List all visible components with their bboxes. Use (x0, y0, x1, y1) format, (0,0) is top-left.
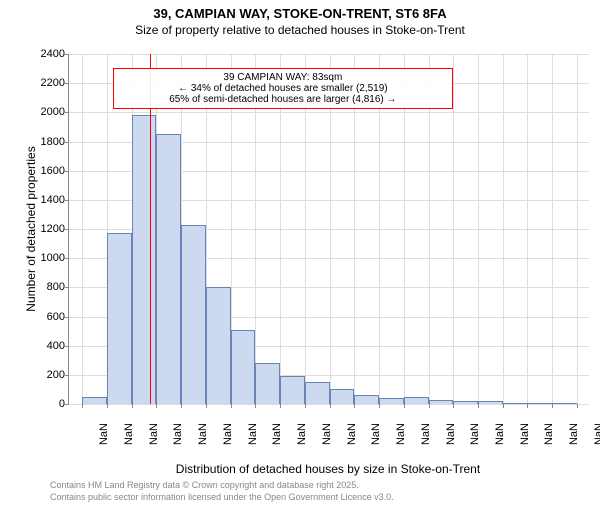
x-tick-label: NaN (148, 423, 160, 445)
y-axis-label: Number of detached properties (24, 54, 38, 404)
x-tick-label: NaN (593, 423, 600, 445)
x-tick-label: NaN (222, 423, 234, 445)
x-tick-label: NaN (172, 423, 184, 445)
x-axis-label: Distribution of detached houses by size … (68, 462, 588, 476)
y-tick-label: 2400 (41, 48, 65, 60)
gridline-v (527, 54, 528, 404)
annotation-line3: 65% of semi-detached houses are larger (… (122, 94, 444, 105)
y-tick-label: 600 (47, 311, 65, 323)
y-tick-label: 800 (47, 281, 65, 293)
histogram-bar (156, 134, 180, 404)
histogram-bar (206, 287, 230, 404)
x-tick-label: NaN (420, 423, 432, 445)
x-tick-label: NaN (197, 423, 209, 445)
histogram-bar (453, 401, 478, 404)
y-tick-label: 1000 (41, 252, 65, 264)
histogram-bar (255, 363, 280, 404)
annotation-line1: 39 CAMPIAN WAY: 83sqm (122, 72, 444, 83)
histogram-bar (527, 403, 552, 404)
x-tick-label: NaN (543, 423, 555, 445)
x-tick-label: NaN (247, 423, 259, 445)
x-tick-label: NaN (519, 423, 531, 445)
annotation-line2: ← 34% of detached houses are smaller (2,… (122, 83, 444, 94)
annotation-box: 39 CAMPIAN WAY: 83sqm ← 34% of detached … (113, 68, 453, 109)
footer-line1: Contains HM Land Registry data © Crown c… (50, 480, 359, 490)
histogram-bar (305, 382, 330, 404)
y-tick-label: 1400 (41, 194, 65, 206)
histogram-bar (552, 403, 576, 404)
x-tick-label: NaN (370, 423, 382, 445)
x-tick-label: NaN (271, 423, 283, 445)
x-tick-label: NaN (321, 423, 333, 445)
x-tick-label: NaN (494, 423, 506, 445)
histogram-bar (330, 389, 354, 404)
x-tick-label: NaN (123, 423, 135, 445)
gridline-v (503, 54, 504, 404)
gridline-h (69, 54, 589, 55)
gridline-v (577, 54, 578, 404)
histogram-bar (280, 376, 304, 404)
gridline-v (82, 54, 83, 404)
x-tick-label: NaN (445, 423, 457, 445)
x-tick-label: NaN (346, 423, 358, 445)
y-tick-label: 1200 (41, 223, 65, 235)
y-tick-label: 2000 (41, 106, 65, 118)
chart-title-main: 39, CAMPIAN WAY, STOKE-ON-TRENT, ST6 8FA (0, 6, 600, 21)
histogram-bar (379, 398, 404, 404)
histogram-bar (478, 401, 502, 404)
gridline-h (69, 112, 589, 113)
histogram-bar (107, 233, 132, 404)
histogram-bar (404, 397, 428, 404)
y-tick-label: 1800 (41, 136, 65, 148)
y-tick-label: 2200 (41, 77, 65, 89)
histogram-bar (82, 397, 106, 404)
histogram-bar (231, 330, 255, 404)
y-tick-label: 1600 (41, 165, 65, 177)
gridline-v (552, 54, 553, 404)
x-tick-label: NaN (469, 423, 481, 445)
x-tick-label: NaN (98, 423, 110, 445)
chart-title-sub: Size of property relative to detached ho… (0, 23, 600, 37)
y-tick-label: 400 (47, 340, 65, 352)
x-tick-label: NaN (395, 423, 407, 445)
footer-line2: Contains public sector information licen… (50, 492, 394, 502)
histogram-bar (181, 225, 206, 404)
gridline-h (69, 404, 589, 405)
gridline-v (478, 54, 479, 404)
chart-container: 39, CAMPIAN WAY, STOKE-ON-TRENT, ST6 8FA… (0, 6, 600, 506)
x-tick-label: NaN (296, 423, 308, 445)
histogram-bar (503, 403, 527, 404)
histogram-bar (354, 395, 378, 404)
y-tick-label: 200 (47, 369, 65, 381)
histogram-bar (429, 400, 453, 404)
x-tick-label: NaN (569, 423, 581, 445)
plot-area: 0200400600800100012001400160018002000220… (68, 54, 589, 405)
histogram-bar (132, 115, 156, 404)
